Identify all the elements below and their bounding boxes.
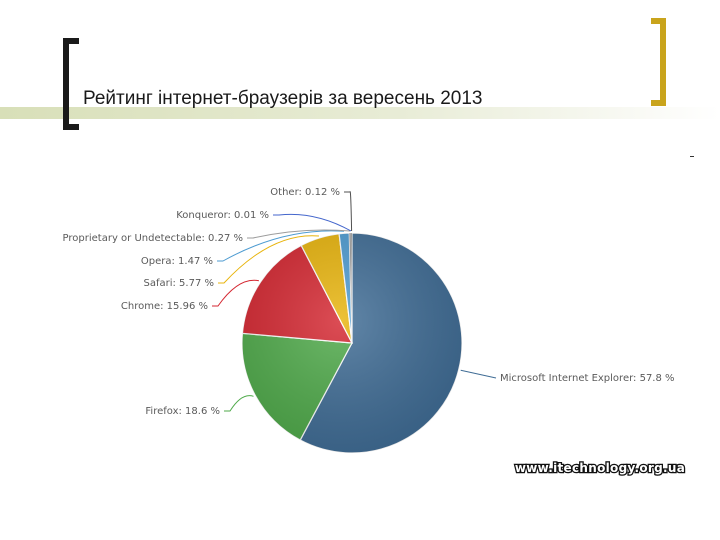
label-proprietary-or-undetectable: Proprietary or Undetectable: 0.27 % [63, 233, 243, 244]
leader-lines [212, 191, 497, 412]
leader-chrome [212, 279, 259, 307]
leader-safari [218, 235, 320, 284]
left-bracket-decoration [63, 38, 79, 130]
label-other: Other: 0.12 % [270, 187, 340, 198]
right-bracket-decoration [651, 18, 666, 106]
label-konqueror: Konqueror: 0.01 % [176, 210, 269, 221]
leader-proprietary-or-undetectable [247, 229, 351, 239]
label-opera: Opera: 1.47 % [141, 256, 213, 267]
label-microsoft-internet-explorer: Microsoft Internet Explorer: 57.8 % [500, 373, 675, 384]
leader-other [344, 191, 353, 232]
label-firefox: Firefox: 18.6 % [145, 406, 220, 417]
pie-shading [242, 233, 462, 453]
leader-microsoft-internet-explorer [460, 369, 497, 379]
slice-labels: Microsoft Internet Explorer: 57.8 % Firef… [63, 187, 675, 417]
watermark-text: www.itechnology.org.ua [515, 461, 685, 475]
title-band [0, 107, 720, 119]
label-chrome: Chrome: 15.96 % [121, 301, 208, 312]
leader-opera [217, 230, 345, 262]
slide-title: Рейтинг інтернет-браузерів за вересень 2… [83, 88, 483, 109]
corner-dash [690, 156, 694, 157]
leader-firefox [224, 395, 254, 412]
label-safari: Safari: 5.77 % [143, 278, 214, 289]
leader-konqueror [273, 213, 352, 232]
